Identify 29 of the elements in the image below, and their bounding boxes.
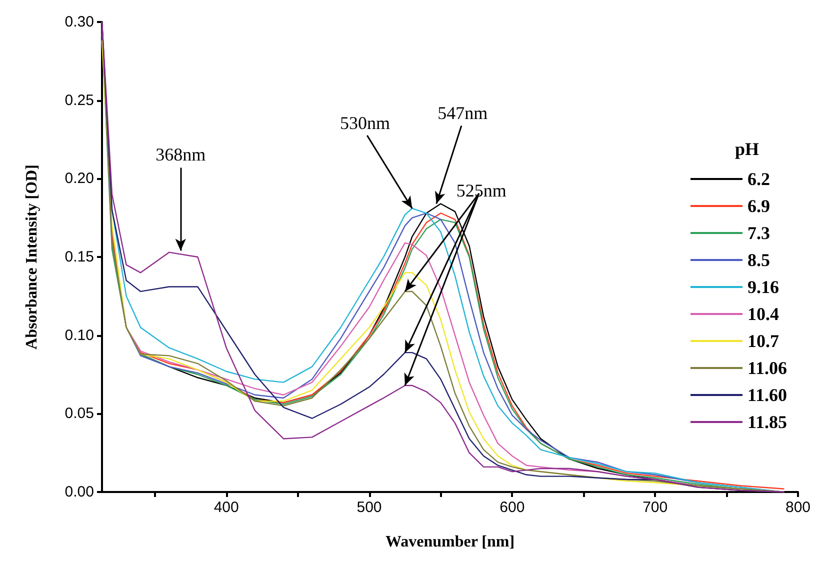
legend-label: 6.9 xyxy=(747,196,770,216)
annotation: 530nm xyxy=(340,113,390,134)
x-tick-label: 400 xyxy=(214,499,239,516)
annotation: 547nm xyxy=(438,102,488,123)
x-tick-label: 500 xyxy=(356,499,382,516)
y-tick-label: 0.15 xyxy=(64,248,94,266)
y-tick-label: 0.25 xyxy=(64,92,94,109)
legend-title: pH xyxy=(734,139,760,159)
annotation: 525nm xyxy=(456,180,506,200)
y-tick-label: 0.20 xyxy=(64,170,94,188)
y-tick-label: 0.10 xyxy=(64,326,94,344)
legend-label: 11.60 xyxy=(747,385,788,405)
legend-label: 6.2 xyxy=(747,169,770,189)
x-tick-label: 800 xyxy=(785,499,811,516)
x-axis-title: Wavenumber [nm] xyxy=(385,534,515,550)
legend-label: 10.7 xyxy=(747,331,779,351)
y-axis-title: Absorbance Intensity [OD] xyxy=(24,164,40,350)
legend-label: 7.3 xyxy=(747,223,770,243)
legend-label: 10.4 xyxy=(747,304,779,324)
legend-label: 8.5 xyxy=(747,250,770,270)
y-tick-label: 0.05 xyxy=(64,405,94,422)
x-tick-label: 700 xyxy=(642,499,668,516)
annotation: 368nm xyxy=(156,144,206,165)
legend-label: 11.06 xyxy=(747,358,788,378)
y-tick-label: 0.00 xyxy=(64,484,94,500)
y-tick-label: 0.30 xyxy=(64,14,94,30)
legend-label: 9.16 xyxy=(747,277,779,297)
x-tick-label: 600 xyxy=(500,499,525,516)
legend-label: 11.85 xyxy=(747,412,788,432)
